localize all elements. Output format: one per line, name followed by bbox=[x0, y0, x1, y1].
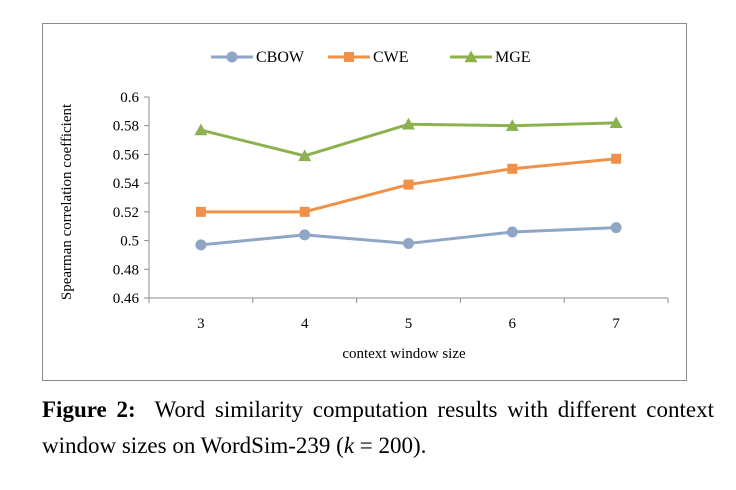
y-tick-label: 0.5 bbox=[120, 234, 139, 250]
data-point-mge bbox=[609, 116, 623, 129]
x-tick-label: 5 bbox=[405, 316, 413, 332]
data-point-cbow bbox=[506, 226, 518, 238]
legend-label-cbow: CBOW bbox=[256, 49, 305, 66]
y-tick-label: 0.6 bbox=[120, 90, 139, 106]
x-tick-label: 6 bbox=[509, 316, 517, 332]
data-point-cwe bbox=[507, 163, 518, 174]
y-tick-label: 0.46 bbox=[113, 291, 140, 307]
series-mge bbox=[194, 116, 623, 162]
caption-text: Word similarity computation results with… bbox=[42, 397, 714, 458]
line-chart: 0.46 0.48 0.5 0.52 0.54 0.56 0.58 0.6 3 4 5 6 7 CBOW… bbox=[59, 49, 669, 362]
legend-marker-mge bbox=[464, 50, 478, 63]
figure-caption: Figure 2: Word similarity computation re… bbox=[42, 392, 714, 464]
data-point-mge bbox=[505, 119, 519, 131]
data-point-mge bbox=[298, 149, 312, 162]
legend-marker-cbow bbox=[226, 51, 238, 63]
legend-item-cbow: CBOW bbox=[211, 49, 305, 66]
data-point-cwe bbox=[611, 153, 622, 164]
legend-label-cwe: CWE bbox=[373, 49, 409, 66]
series-cbow bbox=[195, 222, 622, 251]
x-axis-label: context window size bbox=[342, 346, 466, 362]
x-tick-label: 3 bbox=[197, 316, 205, 332]
x-tick-label: 7 bbox=[612, 316, 620, 332]
x-tick-label: 4 bbox=[301, 316, 309, 332]
legend-item-cwe: CWE bbox=[328, 49, 409, 66]
y-tick-label: 0.56 bbox=[113, 147, 140, 163]
data-point-cbow bbox=[299, 229, 311, 241]
caption-text-end: = 200). bbox=[354, 433, 427, 458]
series-layer bbox=[194, 116, 623, 251]
y-tick-label: 0.58 bbox=[113, 119, 139, 135]
figure-label: Figure 2: bbox=[42, 397, 136, 422]
y-tick-label: 0.54 bbox=[113, 176, 140, 192]
y-tick-label: 0.48 bbox=[113, 262, 139, 278]
y-axis-label: Spearman correlation coefficient bbox=[59, 103, 75, 300]
data-point-cbow bbox=[195, 239, 207, 251]
series-cwe bbox=[195, 153, 622, 217]
chart-frame: 0.46 0.48 0.5 0.52 0.54 0.56 0.58 0.6 3 4 5 6 7 CBOW… bbox=[42, 23, 687, 381]
caption-k: k bbox=[343, 433, 355, 458]
legend-label-mge: MGE bbox=[495, 49, 531, 66]
data-point-mge bbox=[194, 123, 208, 136]
data-point-cbow bbox=[403, 237, 414, 249]
data-point-cbow bbox=[610, 222, 622, 234]
y-tick-label: 0.52 bbox=[113, 205, 139, 221]
legend-item-mge: MGE bbox=[450, 49, 531, 66]
data-point-mge bbox=[402, 117, 415, 130]
data-point-cwe bbox=[299, 206, 310, 217]
data-point-cwe bbox=[195, 206, 206, 217]
legend: CBOW CWE MGE bbox=[211, 49, 531, 66]
data-point-cwe bbox=[403, 179, 414, 190]
axes: 0.46 0.48 0.5 0.52 0.54 0.56 0.58 0.6 3 4 5 6 7 bbox=[113, 90, 669, 332]
legend-marker-cwe bbox=[344, 52, 354, 62]
